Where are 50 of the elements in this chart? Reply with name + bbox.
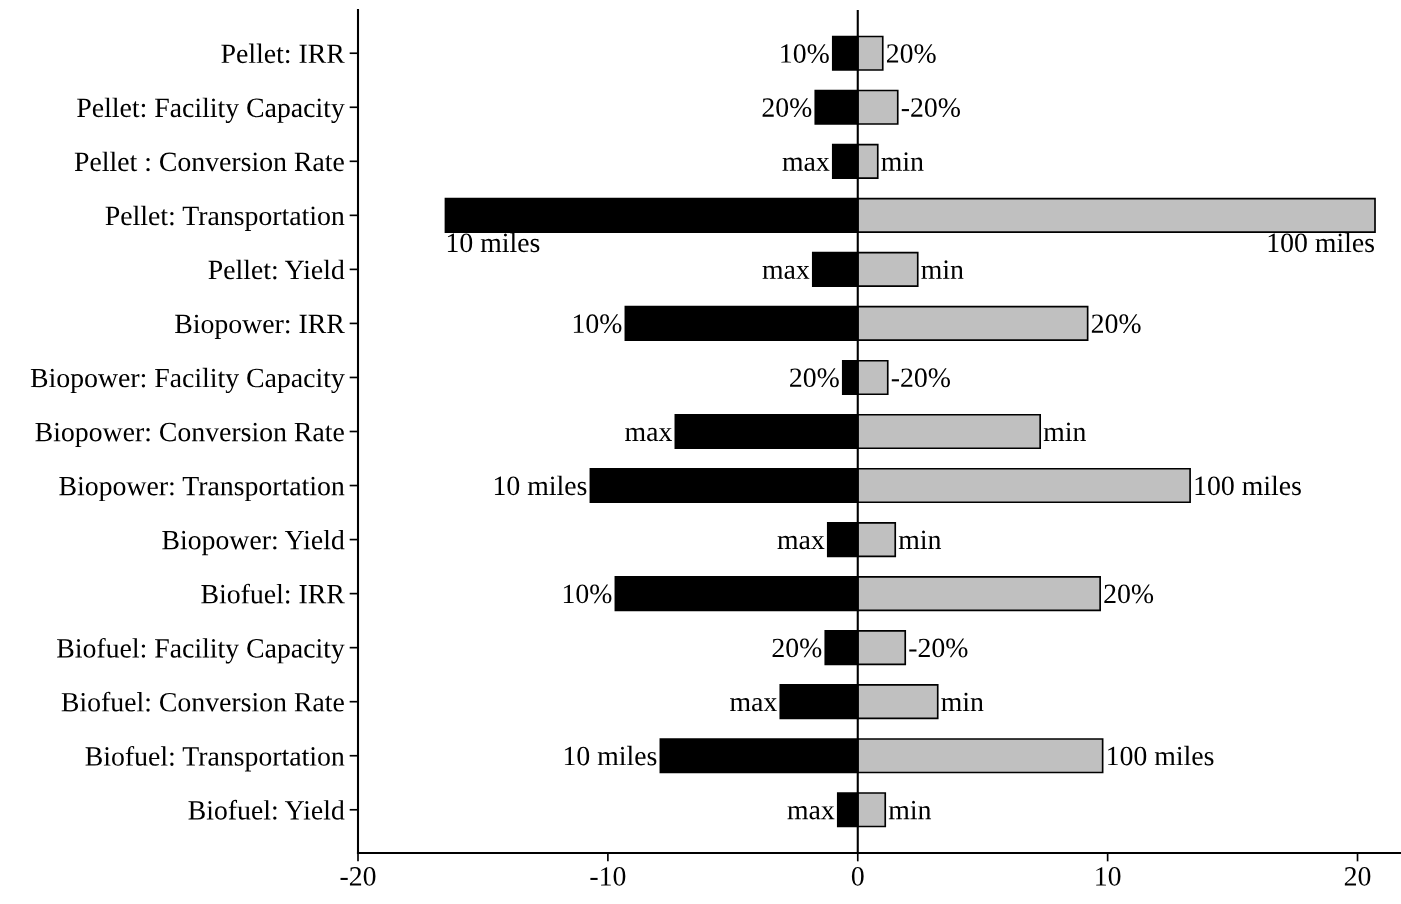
x-tick-label: -10 <box>590 867 626 886</box>
y-tick-label: Biofuel: Transportation <box>85 745 345 772</box>
annotation: max <box>730 697 777 712</box>
y-tick-label: Biopower: Yield <box>162 529 345 556</box>
annotation: 100 miles <box>1108 745 1214 766</box>
y-tick-label: Biofuel: IRR <box>201 583 345 604</box>
annotation: max <box>787 806 835 820</box>
annotation: max <box>777 535 825 550</box>
y-tick-label: Pellet: Facility Capacity <box>77 97 345 123</box>
annotation: max <box>625 427 673 442</box>
annotation: 20% <box>886 44 936 63</box>
y-tick-label: Biofuel: Yield <box>188 799 345 820</box>
y-tick-label: Pellet: Transportation <box>105 205 345 231</box>
x-tick-label: 20 <box>1344 867 1371 886</box>
annotation: -20% <box>909 638 968 658</box>
annotation: max <box>762 265 810 280</box>
y-tick-label: Biofuel: Conversion Rate <box>61 691 344 712</box>
annotation: 100 miles <box>1195 475 1301 496</box>
annotation: 10% <box>573 314 622 334</box>
x-tick-label: -20 <box>340 867 376 886</box>
annotation: -20% <box>901 98 960 118</box>
annotation: 10 miles <box>564 745 657 766</box>
x-tick-label: 10 <box>1096 867 1121 886</box>
annotation: min <box>941 692 984 712</box>
y-tick-label: Pellet: Yield <box>208 259 345 280</box>
annotation: 100 miles <box>1268 232 1375 253</box>
annotation: 20% <box>790 368 839 388</box>
y-tick-label: Biopower: Facility Capacity <box>30 367 345 394</box>
y-tick-label: Pellet : Conversion Rate <box>74 151 344 172</box>
y-tick-label: Biopower: Conversion Rate <box>35 422 344 448</box>
x-tick-label: 0 <box>851 867 864 886</box>
y-tick-label: Biofuel: Facility Capacity <box>57 637 345 664</box>
annotation: -20% <box>891 368 950 388</box>
annotation: 10% <box>781 44 829 63</box>
annotation: 10 miles <box>447 232 540 253</box>
annotation: min <box>898 530 942 549</box>
annotation: max <box>782 157 830 171</box>
annotation: 10 miles <box>494 475 587 496</box>
annotation: 20% <box>1091 314 1141 334</box>
annotation: 20% <box>762 98 812 118</box>
annotation: min <box>921 260 964 279</box>
annotation: 10% <box>563 584 612 604</box>
annotation: min <box>888 800 932 820</box>
y-tick-label: Pellet: IRR <box>221 43 345 64</box>
annotation: 20% <box>772 638 822 658</box>
y-tick-label: Biopower: Transportation <box>59 476 345 502</box>
annotation: min <box>881 152 924 171</box>
y-tick-label: Biopower: IRR <box>175 314 345 339</box>
annotation: min <box>1043 422 1086 441</box>
annotation: 20% <box>1104 584 1154 604</box>
